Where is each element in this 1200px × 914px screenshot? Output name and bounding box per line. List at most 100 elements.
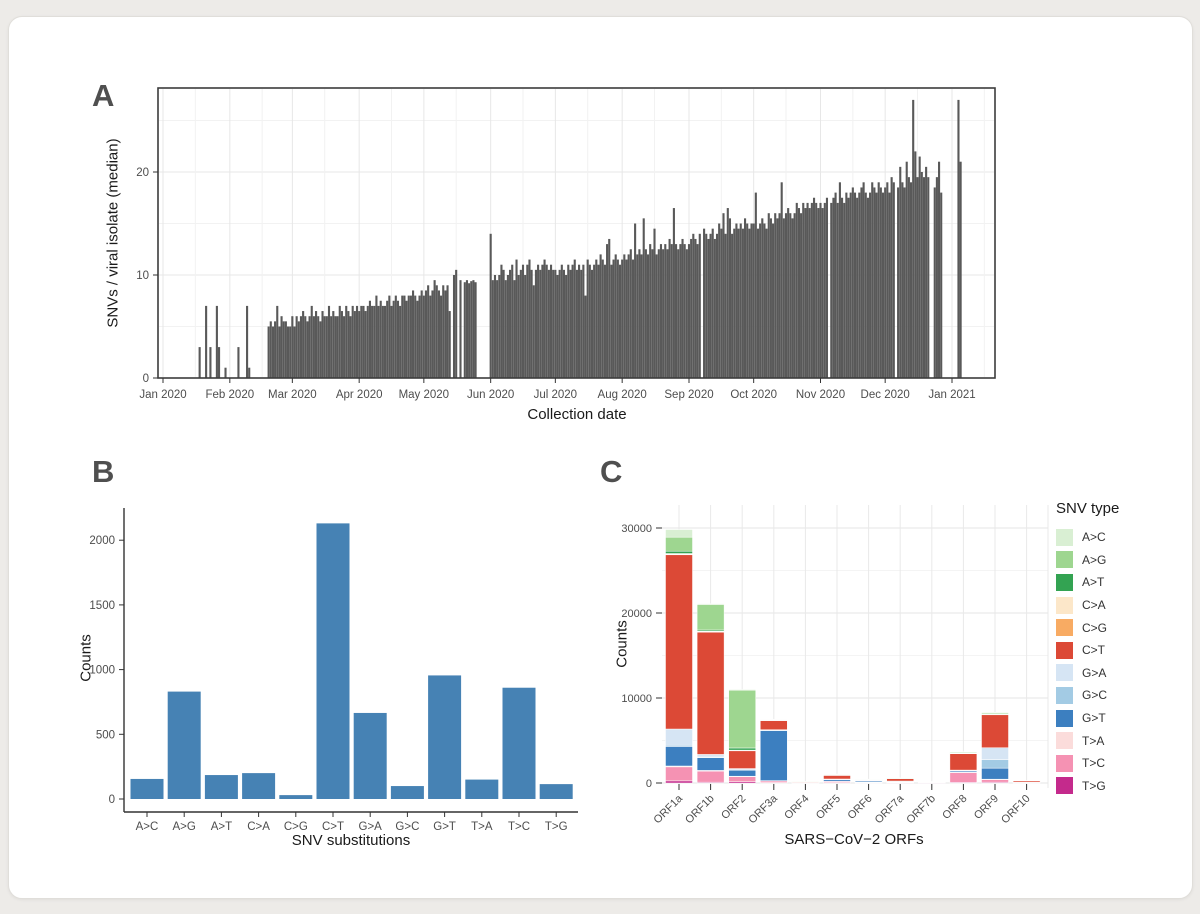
legend-swatch-icon — [1056, 777, 1073, 795]
legend-item: T>C — [1056, 752, 1186, 775]
svg-text:Feb 2020: Feb 2020 — [206, 389, 255, 401]
legend-swatch-icon — [1056, 754, 1073, 772]
svg-text:0: 0 — [109, 794, 115, 806]
svg-text:20: 20 — [136, 167, 149, 179]
legend-item-label: G>A — [1082, 665, 1107, 680]
legend-item-label: C>G — [1082, 620, 1108, 635]
svg-text:ORF6: ORF6 — [845, 793, 874, 822]
panel-a-y-axis-title: SNVs / viral isolate (median) — [104, 138, 122, 328]
svg-text:Aug 2020: Aug 2020 — [598, 389, 647, 401]
panel-a-plot: Jan 2020 Feb 2020 Mar 2020 Apr 2020 May 2020… — [136, 87, 996, 401]
legend-item-label: T>A — [1082, 733, 1105, 748]
svg-text:May 2020: May 2020 — [399, 389, 450, 401]
legend-item: C>T — [1056, 639, 1186, 662]
panel-c-y-axis-title: Counts — [613, 620, 631, 668]
svg-text:10: 10 — [136, 270, 149, 282]
svg-text:2000: 2000 — [89, 535, 115, 547]
svg-text:ORF7b: ORF7b — [904, 793, 938, 827]
legend-title: SNV type — [1056, 500, 1120, 517]
legend-swatch-icon — [1056, 619, 1073, 637]
legend-swatch-icon — [1056, 596, 1073, 614]
legend-item-label: A>C — [1082, 530, 1106, 545]
legend-item: T>G — [1056, 775, 1186, 798]
legend-item: C>A — [1056, 594, 1186, 617]
panel-b-y-axis-title: Counts — [77, 634, 95, 682]
legend-swatch-icon — [1056, 709, 1073, 727]
panel-b-label: B — [92, 454, 115, 489]
svg-text:G>C: G>C — [395, 821, 419, 833]
legend-item: G>A — [1056, 662, 1186, 685]
panel-b-x-axis-title: SNV substitutions — [291, 832, 411, 849]
svg-text:10000: 10000 — [621, 693, 652, 705]
svg-text:ORF8: ORF8 — [940, 793, 969, 822]
legend-item-label: T>G — [1082, 778, 1106, 793]
legend-items: A>C A>G A>T C>A C>G C>T G>A G>C G>T T>A T>C T>G — [1056, 526, 1186, 797]
svg-text:ORF9: ORF9 — [972, 793, 1001, 822]
panel-c-label: C — [600, 454, 623, 489]
svg-text:A>G: A>G — [173, 821, 196, 833]
svg-text:ORF1b: ORF1b — [683, 793, 717, 827]
svg-text:Apr 2020: Apr 2020 — [336, 389, 383, 401]
svg-text:C>T: C>T — [322, 821, 344, 833]
svg-text:A>T: A>T — [211, 821, 232, 833]
legend-item: A>T — [1056, 571, 1186, 594]
legend-item-label: G>T — [1082, 711, 1106, 726]
svg-text:C>A: C>A — [247, 821, 270, 833]
svg-text:C>G: C>G — [284, 821, 308, 833]
svg-text:T>C: T>C — [508, 821, 530, 833]
svg-text:ORF3a: ORF3a — [746, 792, 780, 826]
svg-text:T>A: T>A — [471, 821, 493, 833]
legend-swatch-icon — [1056, 664, 1073, 682]
legend-item-label: C>T — [1082, 643, 1106, 658]
svg-text:0: 0 — [646, 778, 652, 790]
svg-text:G>A: G>A — [359, 821, 383, 833]
svg-text:ORF7a: ORF7a — [873, 792, 907, 826]
svg-text:Jan 2021: Jan 2021 — [928, 389, 975, 401]
legend-item-label: A>G — [1082, 552, 1107, 567]
svg-text:T>G: T>G — [545, 821, 568, 833]
panel-c-x-axis-title: SARS−CoV−2 ORFs — [784, 831, 924, 848]
legend-item: G>C — [1056, 684, 1186, 707]
svg-text:ORF1a: ORF1a — [652, 792, 686, 826]
legend-item-label: A>T — [1082, 575, 1105, 590]
svg-text:1000: 1000 — [89, 665, 115, 677]
panel-b-plot: 0 500 1000 1500 2000 A>C A>G A>T C>A C>G C>T G>A G>C… — [89, 508, 578, 833]
svg-text:1500: 1500 — [89, 600, 115, 612]
legend-item: C>G — [1056, 616, 1186, 639]
svg-text:A>C: A>C — [136, 821, 159, 833]
legend-item: G>T — [1056, 707, 1186, 730]
legend-swatch-icon — [1056, 641, 1073, 659]
legend-swatch-icon — [1056, 686, 1073, 704]
svg-text:20000: 20000 — [621, 608, 652, 620]
legend-item: T>A — [1056, 729, 1186, 752]
svg-text:30000: 30000 — [621, 523, 652, 535]
legend-item-label: T>C — [1082, 756, 1106, 771]
svg-text:ORF2: ORF2 — [719, 793, 748, 822]
legend-swatch-icon — [1056, 732, 1073, 750]
svg-text:Jan 2020: Jan 2020 — [139, 389, 186, 401]
snv-type-legend: SNV type A>C A>G A>T C>A C>G C>T G>A G>C G>T T>A T… — [1056, 500, 1186, 797]
svg-text:0: 0 — [143, 373, 149, 385]
svg-text:Oct 2020: Oct 2020 — [730, 389, 777, 401]
svg-text:G>T: G>T — [433, 821, 456, 833]
legend-item-label: G>C — [1082, 688, 1108, 703]
svg-text:ORF4: ORF4 — [782, 793, 811, 822]
svg-text:ORF5: ORF5 — [814, 793, 843, 822]
svg-text:500: 500 — [96, 729, 115, 741]
legend-item: A>G — [1056, 549, 1186, 572]
svg-text:Jun 2020: Jun 2020 — [467, 389, 514, 401]
legend-swatch-icon — [1056, 528, 1073, 546]
svg-text:Nov 2020: Nov 2020 — [796, 389, 845, 401]
legend-swatch-icon — [1056, 551, 1073, 569]
svg-text:Mar 2020: Mar 2020 — [268, 389, 317, 401]
panel-a-label: A — [92, 78, 115, 113]
legend-swatch-icon — [1056, 573, 1073, 591]
svg-text:Dec 2020: Dec 2020 — [861, 389, 910, 401]
legend-item-label: C>A — [1082, 598, 1106, 613]
svg-text:ORF10: ORF10 — [999, 793, 1033, 827]
legend-item: A>C — [1056, 526, 1186, 549]
panel-a-x-axis-title: Collection date — [527, 406, 627, 423]
svg-text:Jul 2020: Jul 2020 — [534, 389, 577, 401]
